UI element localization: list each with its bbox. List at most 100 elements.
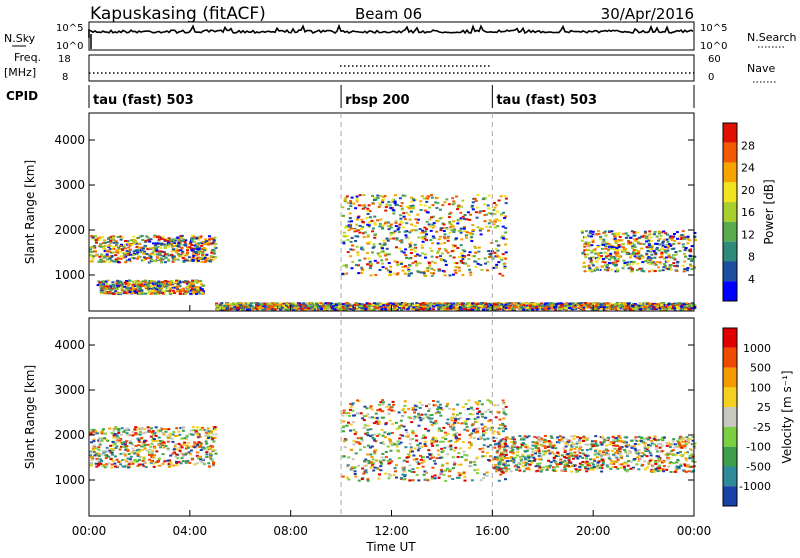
scatter-cell [407,267,410,269]
scatter-cell [191,288,194,290]
scatter-cell [363,194,366,196]
scatter-cell [391,423,394,425]
scatter-cell [398,227,401,229]
scatter-cell [476,226,479,228]
scatter-cell [167,437,170,439]
scatter-cell [597,230,600,232]
scatter-cell [432,437,435,439]
scatter-cell [151,259,154,261]
scatter-cell [493,252,496,254]
scatter-cell [645,236,648,238]
scatter-cell [638,237,641,239]
scatter-cell [480,269,483,271]
scatter-cell [266,303,269,305]
scatter-cell [634,246,637,248]
scatter-cell [150,238,153,240]
scatter-cell [675,269,678,271]
scatter-cell [114,433,117,435]
scatter-cell [394,230,397,232]
scatter-cell [650,240,653,242]
scatter-cell [107,462,110,464]
scatter-cell [166,240,169,242]
scatter-cell [364,231,367,233]
scatter-cell [594,253,597,255]
scatter-cell [472,201,475,203]
scatter-cell [111,454,114,456]
scatter-cell [672,243,675,245]
scatter-cell [664,250,667,252]
scatter-cell [452,203,455,205]
scatter-cell [623,260,626,262]
scatter-cell [484,220,487,222]
scatter-cell [656,303,659,305]
scatter-cell [103,464,106,466]
scatter-cell [644,306,647,308]
scatter-cell [431,224,434,226]
scatter-cell [174,445,177,447]
scatter-cell [494,226,497,228]
scatter-cell [672,262,675,264]
scatter-cell [193,446,196,448]
scatter-cell [526,307,529,309]
scatter-cell [400,263,403,265]
scatter-cell [123,244,126,246]
scatter-cell [444,233,447,235]
scatter-cell [112,260,115,262]
scatter-cell [129,291,132,293]
scatter-cell [192,259,195,261]
scatter-cell [444,274,447,276]
scatter-cell [145,253,148,255]
scatter-cell [620,249,623,251]
scatter-cell [127,247,130,249]
scatter-cell [127,458,130,460]
scatter-cell [128,463,131,465]
scatter-cell [193,463,196,465]
scatter-cell [594,308,597,310]
scatter-cell [157,281,160,283]
scatter-cell [379,219,382,221]
scatter-cell [510,302,513,304]
scatter-cell [138,292,141,294]
scatter-cell [351,261,354,263]
scatter-cell [451,478,454,480]
scatter-cell [299,304,302,306]
scatter-cell [673,307,676,309]
scatter-cell [366,242,369,244]
scatter-cell [92,237,95,239]
scatter-cell [409,245,412,247]
scatter-cell [498,256,501,258]
scatter-cell [536,303,539,305]
scatter-cell [672,248,675,250]
scatter-cell [207,447,210,449]
scatter-cell [607,243,610,245]
scatter-cell [150,443,153,445]
scatter-cell [440,227,443,229]
scatter-cell [601,248,604,250]
scatter-cell [166,435,169,437]
colorbar-tick: 8 [748,251,755,264]
nsky-tick-top: 10^5 [56,23,83,34]
nsky-strip: N.Sky 10^5 10^0 10^5 10^0 N.Search [4,22,797,52]
scatter-cell [261,303,264,305]
scatter-cell [655,248,658,250]
scatter-cell [111,248,114,250]
scatter-cell [505,202,508,204]
scatter-cell [163,460,166,462]
scatter-cell [164,246,167,248]
scatter-cell [410,201,413,203]
scatter-cell [629,256,632,258]
scatter-cell [121,249,124,251]
scatter-cell [196,444,199,446]
scatter-cell [463,218,466,220]
scatter-cell [584,256,587,258]
scatter-cell [374,306,377,308]
scatter-cell [432,308,435,310]
scatter-cell [508,302,511,304]
scatter-cell [590,244,593,246]
scatter-cell [196,237,199,239]
scatter-cell [520,304,523,306]
scatter-cell [485,303,488,305]
scatter-cell [425,239,428,241]
scatter-cell [261,307,264,309]
scatter-cell [608,262,611,264]
